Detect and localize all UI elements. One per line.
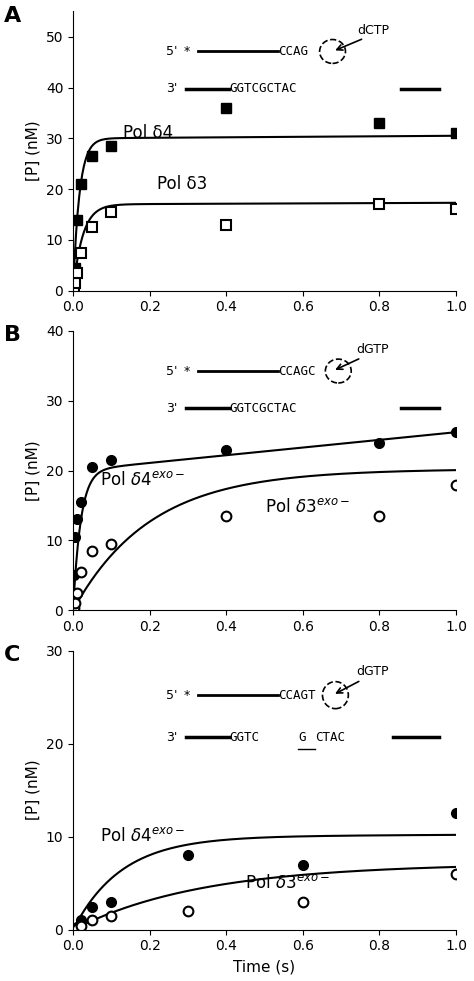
Text: Pol $\delta3^{exo-}$: Pol $\delta3^{exo-}$ (264, 498, 349, 516)
Text: Pol $\delta4^{exo-}$: Pol $\delta4^{exo-}$ (100, 471, 185, 489)
Text: Pol $\delta3^{exo-}$: Pol $\delta3^{exo-}$ (246, 874, 330, 892)
Text: Pol δ3: Pol δ3 (157, 175, 208, 193)
Text: Pol δ4: Pol δ4 (123, 125, 173, 142)
Text: Pol $\delta4^{exo-}$: Pol $\delta4^{exo-}$ (100, 827, 185, 846)
Text: B: B (4, 326, 21, 345)
Y-axis label: [P] (nM): [P] (nM) (25, 760, 40, 820)
Y-axis label: [P] (nM): [P] (nM) (25, 440, 40, 501)
X-axis label: Time (s): Time (s) (234, 959, 296, 974)
Text: C: C (4, 645, 20, 665)
Y-axis label: [P] (nM): [P] (nM) (25, 121, 40, 181)
Text: A: A (4, 6, 21, 26)
